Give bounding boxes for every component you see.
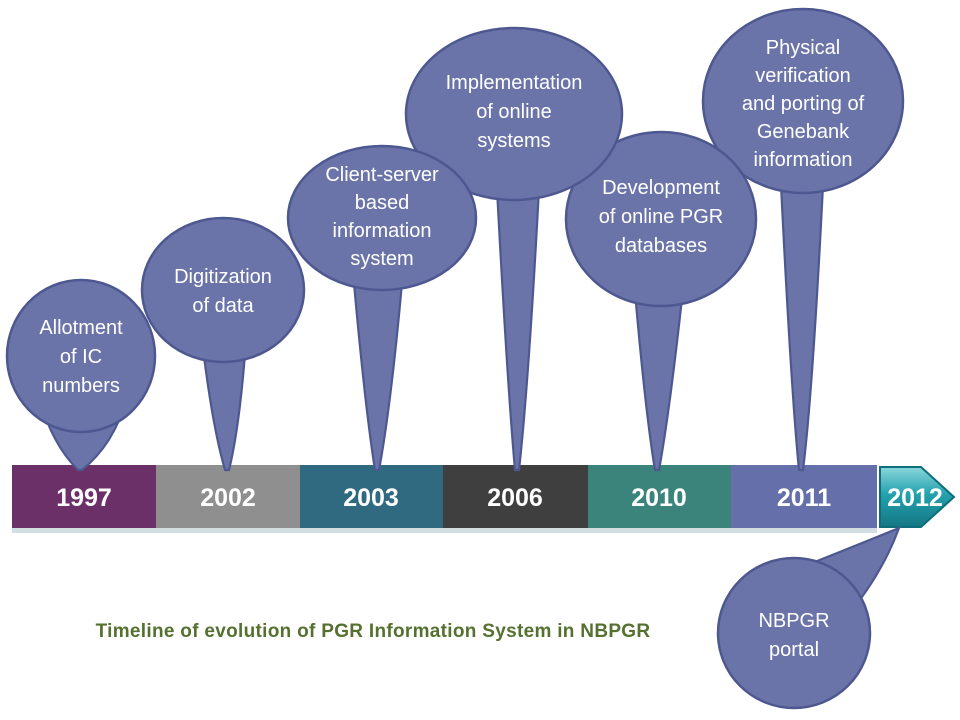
balloon-text-line: Genebank [757, 121, 850, 143]
balloon-tail-client-server-system [350, 258, 406, 472]
balloon-text-line: Physical [766, 37, 840, 59]
timeline-arrow-2012 [879, 466, 956, 528]
balloon-text-line: portal [769, 639, 819, 661]
balloon-text-line: and porting of [742, 93, 865, 115]
balloon-text-implementation-online: Implementation of online systems [446, 72, 583, 152]
balloon-text-line: verification [755, 65, 851, 87]
balloon-text-line: based [355, 192, 410, 214]
balloon-physical-verification [701, 7, 905, 195]
balloon-text-nbpgr-portal: NBPGR portal [758, 610, 829, 661]
balloon-development-pgr-db [564, 130, 758, 308]
year-label-2012: 2012 [887, 484, 943, 512]
balloon-text-development-pgr-db: Development of online PGR databases [599, 177, 724, 257]
timeline-segment-2010 [588, 465, 731, 528]
timeline-segment-2011 [731, 465, 877, 528]
balloon-text-line: NBPGR [758, 610, 829, 632]
timeline-bar-shadow [12, 528, 877, 533]
balloon-text-allotment-ic-numbers: Allotment of IC numbers [39, 317, 123, 397]
balloon-text-line: systems [477, 130, 550, 152]
balloon-text-line: information [754, 149, 853, 171]
balloon-allotment-ic-numbers [5, 278, 157, 434]
balloon-digitization-of-data [140, 216, 306, 364]
balloon-text-line: Development [602, 177, 720, 199]
slide-caption: Timeline of evolution of PGR Information… [96, 621, 651, 642]
balloon-text-line: Client-server [325, 164, 439, 186]
timeline-segment-2003 [300, 465, 443, 528]
timeline-segment-1997 [12, 465, 156, 528]
balloon-text-line: of IC [60, 346, 102, 368]
balloon-text-client-server-system: Client-server based information system [325, 164, 439, 270]
balloon-client-server-system [286, 144, 478, 292]
balloon-text-line: of data [192, 295, 254, 317]
balloon-text-line: numbers [42, 375, 120, 397]
balloon-tail-development-pgr-db [632, 278, 686, 472]
balloon-tail-physical-verification [778, 163, 826, 472]
balloon-text-line: of online PGR [599, 206, 724, 228]
timeline-segment-2002 [156, 465, 300, 528]
year-label-1997: 1997 [56, 484, 112, 512]
year-label-2006: 2006 [487, 484, 543, 512]
balloon-text-line: Implementation [446, 72, 583, 94]
balloon-text-digitization-of-data: Digitization of data [174, 266, 272, 317]
balloon-text-line: databases [615, 235, 707, 257]
balloon-text-line: system [350, 248, 413, 270]
timeline-segment-2006 [443, 465, 588, 528]
balloon-nbpgr-portal [716, 556, 872, 710]
balloon-text-line: of online [476, 101, 552, 123]
balloon-tail-digitization-of-data [200, 338, 248, 472]
year-label-2010: 2010 [631, 484, 687, 512]
balloon-implementation-online [404, 26, 624, 202]
balloon-text-line: information [333, 220, 432, 242]
year-label-2003: 2003 [343, 484, 399, 512]
balloon-tail-implementation-online [494, 168, 542, 472]
year-label-2011: 2011 [777, 484, 831, 512]
year-label-2002: 2002 [200, 484, 256, 512]
balloon-text-physical-verification: Physical verification and porting of Gen… [742, 37, 865, 171]
balloon-text-line: Digitization [174, 266, 272, 288]
balloon-text-line: Allotment [39, 317, 123, 339]
